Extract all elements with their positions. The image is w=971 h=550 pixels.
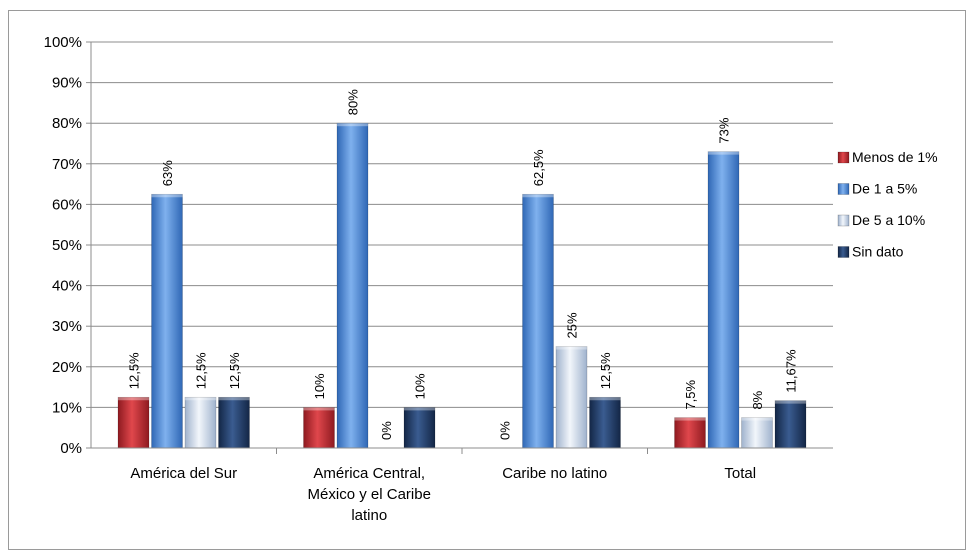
bar — [589, 396, 621, 449]
bar-highlight — [151, 194, 183, 198]
legend-label: Sin dato — [852, 244, 904, 260]
legend-swatch — [837, 183, 850, 195]
y-tick-label: 40% — [52, 278, 82, 295]
data-label: 10% — [312, 373, 327, 399]
legend-swatch — [837, 214, 850, 227]
bar-highlight — [404, 407, 435, 411]
y-axis: 0% 10% 20% 30% 40% 50% 60% 70% 80% 90% 100% — [44, 34, 92, 457]
y-tick-label: 80% — [52, 115, 82, 132]
category-label: latino — [351, 507, 387, 524]
bar-highlight — [589, 397, 621, 401]
data-label: 73% — [717, 117, 732, 143]
y-tick-label: 20% — [52, 359, 82, 376]
bar — [403, 407, 436, 449]
y-tick-label: 70% — [52, 156, 82, 173]
data-label: 10% — [413, 373, 428, 399]
bar-highlight — [118, 397, 149, 401]
data-label: 62,5% — [531, 149, 546, 186]
y-tick-label: 90% — [52, 75, 82, 92]
data-label: 8% — [750, 390, 765, 409]
data-label: 12,5% — [194, 352, 209, 389]
category-label: América Central, — [313, 465, 425, 482]
bar-highlight — [741, 417, 773, 421]
bar — [151, 193, 183, 449]
data-label: 12,5% — [227, 352, 242, 389]
category-label: Caribe no latino — [502, 465, 607, 482]
data-label: 11,67% — [784, 349, 799, 393]
bar — [674, 417, 706, 449]
bar — [522, 193, 554, 449]
data-label: 7,5% — [683, 379, 698, 409]
bar-highlight — [218, 397, 250, 401]
bar — [117, 396, 150, 449]
bar-highlight — [775, 400, 806, 404]
bar-highlight — [185, 397, 216, 401]
legend-swatch — [837, 246, 850, 258]
data-label: 80% — [346, 89, 361, 115]
data-label: 25% — [565, 312, 580, 338]
bar — [303, 407, 335, 449]
chart-frame: 0% 10% 20% 30% 40% 50% 60% 70% 80% 90% 100% 12,5% 6… — [8, 10, 966, 550]
y-tick-label: 10% — [52, 399, 82, 416]
legend-label: De 1 a 5% — [852, 181, 917, 197]
bar-highlight — [337, 123, 368, 127]
bar-highlight — [556, 346, 587, 350]
bar — [184, 396, 217, 449]
y-tick-label: 0% — [60, 440, 82, 457]
y-tick-label: 50% — [52, 237, 82, 254]
y-tick-label: 100% — [44, 34, 82, 51]
legend-swatch — [837, 151, 850, 164]
category-label: México y el Caribe — [308, 486, 431, 503]
bar-highlight — [303, 407, 335, 411]
data-label: 12,5% — [598, 352, 613, 389]
bar — [774, 400, 807, 449]
bar-highlight — [674, 417, 706, 421]
bar — [707, 151, 740, 449]
bar — [555, 346, 588, 449]
bar — [218, 396, 250, 449]
legend-label: De 5 a 10% — [852, 212, 925, 228]
bar-chart: 0% 10% 20% 30% 40% 50% 60% 70% 80% 90% 100% 12,5% 6… — [44, 34, 938, 524]
legend: Menos de 1% De 1 a 5% De 5 a 10% Sin dato — [837, 149, 938, 260]
gridlines — [91, 41, 833, 408]
bar-highlight — [522, 194, 554, 198]
data-label: 12,5% — [127, 352, 142, 389]
bar — [741, 417, 773, 449]
bar-highlight — [708, 151, 739, 155]
data-label: 0% — [498, 421, 513, 440]
category-label: América del Sur — [130, 465, 237, 482]
data-label: 63% — [160, 160, 175, 186]
x-axis: América del Sur América Central, México y … — [91, 447, 833, 524]
legend-label: Menos de 1% — [852, 149, 938, 165]
bars — [117, 122, 807, 449]
data-labels: 12,5% 63% 12,5% 12,5% 10% 80% 0% 10% 62,5% 25% 12,… — [127, 89, 799, 440]
y-tick-label: 30% — [52, 318, 82, 335]
data-label: 0% — [379, 421, 394, 440]
y-tick-label: 60% — [52, 196, 82, 213]
bar — [336, 122, 369, 449]
category-label: Total — [724, 465, 756, 482]
